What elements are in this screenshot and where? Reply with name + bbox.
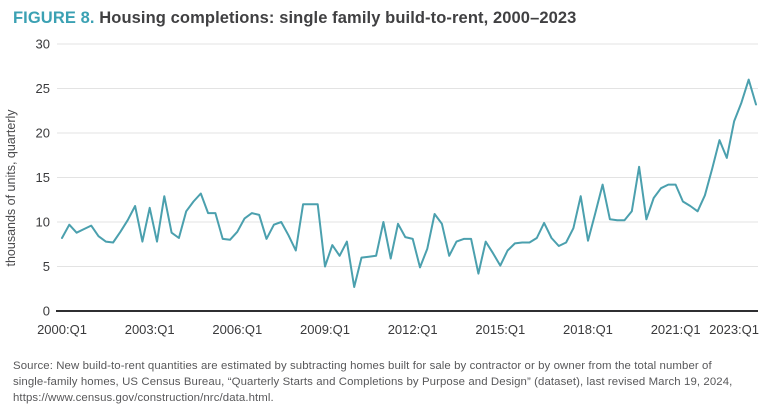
figure-number-label: FIGURE 8. (13, 9, 95, 27)
data-line-build-to-rent (61, 78, 757, 288)
y-tick-label: 20 (36, 126, 50, 141)
x-tick-label: 2012:Q1 (388, 322, 438, 337)
chart-area: 0 5 10 15 20 25 30 2000:Q1 2003:Q1 2006:Q1 2009:Q1… (0, 36, 768, 348)
figure-title-text: Housing completions: single family build… (99, 9, 577, 27)
source-note: Source: New build-to-rent quantities are… (13, 358, 754, 407)
x-tick-label: 2021:Q1 (651, 322, 701, 337)
y-tick-label: 0 (43, 304, 50, 319)
x-tick-label: 2023:Q1 (709, 322, 759, 337)
x-tick-label: 2000:Q1 (37, 322, 87, 337)
x-tick-label: 2018:Q1 (563, 322, 613, 337)
figure-title: FIGURE 8. Housing completions: single fa… (13, 9, 576, 28)
y-axis-title: thousands of units, quarterly (4, 109, 18, 267)
completions-line-chart: 0 5 10 15 20 25 30 2000:Q1 2003:Q1 2006:Q1 2009:Q1… (4, 37, 759, 338)
x-tick-label: 2006:Q1 (212, 322, 262, 337)
source-line-3: https://www.census.gov/construction/nrc/… (13, 392, 274, 405)
y-tick-label: 5 (43, 259, 50, 274)
source-line-2: single-family homes, US Census Bureau, “… (13, 376, 733, 389)
x-tick-label: 2009:Q1 (300, 322, 350, 337)
y-tick-label: 25 (36, 81, 50, 96)
x-tick-label: 2003:Q1 (125, 322, 175, 337)
y-tick-label: 30 (36, 37, 50, 52)
y-tick-label: 15 (36, 170, 50, 185)
x-tick-label: 2015:Q1 (475, 322, 525, 337)
y-tick-label: 10 (36, 215, 50, 230)
source-line-1: Source: New build-to-rent quantities are… (13, 360, 712, 372)
